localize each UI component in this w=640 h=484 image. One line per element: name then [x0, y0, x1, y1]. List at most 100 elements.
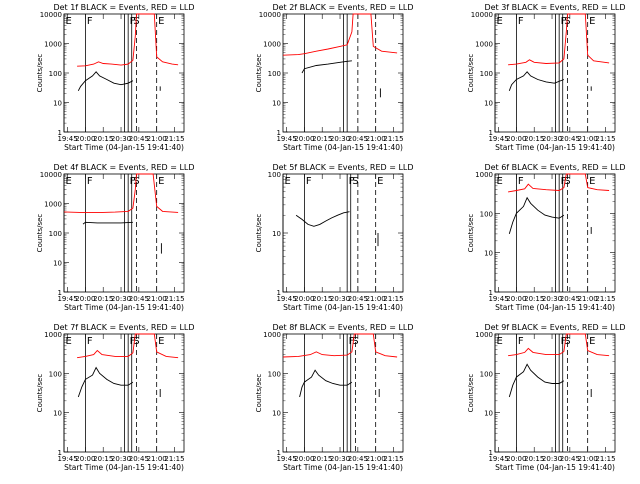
x-tick-label: 21:00	[147, 295, 167, 303]
x-tick-label: 21:15	[164, 135, 184, 143]
x-tick-label: 20:15	[524, 455, 544, 463]
y-tick-label: 1000	[44, 41, 62, 49]
x-tick-label: 20:30	[542, 455, 562, 463]
event-marker-label: F	[87, 176, 93, 187]
events-series-line	[508, 363, 565, 398]
event-marker-label: E	[158, 176, 164, 187]
x-tick-label: 20:15	[312, 135, 332, 143]
x-axis-title: Start Time (04-Jan-15 19:41:40)	[283, 143, 403, 152]
x-axis-title: Start Time (04-Jan-15 19:41:40)	[64, 303, 184, 312]
panel-det2f: Det 2f BLACK = Events, RED = LLD 1 10 100 10…	[255, 3, 414, 152]
event-marker-label: E	[497, 336, 503, 347]
y-tick-label: 10	[53, 260, 62, 268]
x-axis-title: Start Time (04-Jan-15 19:41:40)	[64, 143, 184, 152]
y-tick-label: 10	[272, 100, 281, 108]
y-axis-title: Counts/sec	[255, 374, 263, 413]
y-tick-label: 1	[489, 449, 493, 457]
x-tick-label: 20:30	[542, 135, 562, 143]
lld-series-line	[282, 13, 398, 56]
x-axis-title: Start Time (04-Jan-15 19:41:40)	[283, 303, 403, 312]
x-tick-label: 20:30	[111, 455, 131, 463]
x-tick-label: 21:00	[578, 455, 598, 463]
x-tick-label: 20:00	[75, 135, 95, 143]
y-tick-label: 1	[277, 129, 281, 137]
x-tick-label: 21:00	[366, 455, 386, 463]
y-tick-label: 100	[268, 370, 281, 378]
x-tick-label: 20:15	[312, 295, 332, 303]
event-marker-label: E	[285, 176, 291, 187]
panel-det7f: Det 7f BLACK = Events, RED = LLD 1 10 100 10…	[36, 323, 195, 472]
panel-title: Det 3f BLACK = Events, RED = LLD	[484, 3, 625, 12]
x-tick-label: 20:15	[93, 455, 113, 463]
event-marker-label: F	[349, 176, 355, 187]
plot-frame	[494, 173, 616, 293]
y-tick-label: 10000	[259, 11, 281, 19]
lld-series-line	[508, 13, 610, 66]
event-marker-label: E	[66, 336, 72, 347]
lld-series-line	[77, 13, 179, 67]
events-series-line	[508, 71, 565, 91]
x-tick-label: 20:45	[129, 295, 149, 303]
x-tick-label: 20:45	[560, 135, 580, 143]
x-tick-label: 20:30	[111, 295, 131, 303]
y-tick-label: 1	[58, 449, 62, 457]
x-tick-label: 20:30	[542, 295, 562, 303]
x-axis-title: Start Time (04-Jan-15 19:41:40)	[495, 463, 615, 472]
event-marker-label: S	[352, 336, 358, 347]
y-tick-label: 10	[53, 100, 62, 108]
x-axis-title: Start Time (04-Jan-15 19:41:40)	[495, 303, 615, 312]
event-marker-label: F	[306, 176, 312, 187]
x-tick-label: 21:00	[147, 135, 167, 143]
events-series-line	[77, 71, 134, 92]
y-tick-label: 10	[53, 410, 62, 418]
x-tick-label: 21:15	[595, 295, 615, 303]
panel-title: Det 2f BLACK = Events, RED = LLD	[272, 3, 413, 12]
panel-det9f: Det 9f BLACK = Events, RED = LLD 1 10 100 10…	[467, 323, 626, 472]
panel-det6f: Det 6f BLACK = Events, RED = LLD 1 10 100 10…	[467, 163, 626, 312]
plot-frame	[63, 173, 185, 293]
x-tick-label: 20:30	[330, 455, 350, 463]
y-tick-label: 10	[272, 410, 281, 418]
event-marker-label: E	[497, 176, 503, 187]
lld-series-line	[77, 333, 179, 359]
plot-frame	[63, 333, 185, 453]
x-tick-label: 20:15	[524, 295, 544, 303]
y-axis-title: Counts/sec	[467, 374, 475, 413]
x-tick-label: 20:00	[506, 455, 526, 463]
x-tick-label: 21:15	[164, 455, 184, 463]
y-tick-label: 10	[484, 250, 493, 258]
x-tick-label: 20:45	[129, 455, 149, 463]
event-marker-label: F	[130, 336, 136, 347]
y-tick-label: 1000	[44, 201, 62, 209]
x-axis-title: Start Time (04-Jan-15 19:41:40)	[283, 463, 403, 472]
y-axis-title: Counts/sec	[36, 54, 44, 93]
x-tick-label: 21:00	[578, 295, 598, 303]
panel-det8f: Det 8f BLACK = Events, RED = LLD 1 10 100 10…	[255, 323, 414, 472]
y-tick-label: 1	[489, 129, 493, 137]
panel-det5f: Det 5f BLACK = Events, RED = LLD 1 10 100 19…	[255, 163, 414, 312]
y-tick-label: 10000	[471, 11, 493, 19]
y-tick-label: 1	[489, 289, 493, 297]
x-tick-label: 20:15	[312, 455, 332, 463]
panel-title: Det 1f BLACK = Events, RED = LLD	[53, 3, 194, 12]
event-marker-label: F	[518, 336, 524, 347]
events-series-line	[77, 366, 134, 398]
event-marker-label: F	[130, 16, 136, 27]
event-marker-label: E	[589, 336, 595, 347]
event-marker-label: E	[589, 176, 595, 187]
x-tick-label: 19:45	[57, 455, 77, 463]
y-tick-label: 100	[268, 171, 281, 179]
x-tick-label: 20:45	[348, 135, 368, 143]
event-marker-label: F	[87, 16, 93, 27]
event-marker-label: E	[66, 16, 72, 27]
y-tick-label: 100	[49, 70, 62, 78]
x-tick-label: 20:00	[506, 135, 526, 143]
event-marker-label: S	[133, 336, 139, 347]
plot-frame	[282, 173, 404, 293]
x-tick-label: 20:45	[348, 295, 368, 303]
x-tick-label: 19:45	[276, 455, 296, 463]
x-tick-label: 20:45	[560, 455, 580, 463]
y-axis-title: Counts/sec	[36, 214, 44, 253]
